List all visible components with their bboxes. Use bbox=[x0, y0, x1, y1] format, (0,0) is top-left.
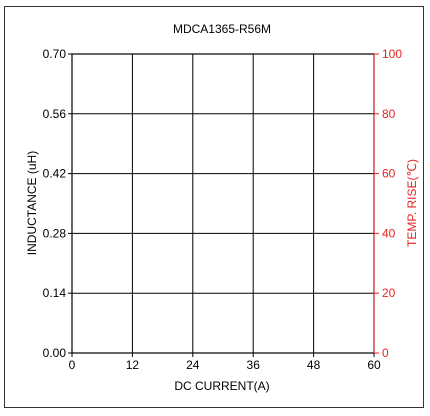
y2-tick-label: 40 bbox=[382, 226, 396, 240]
y-tick-label: 0.70 bbox=[43, 47, 67, 61]
y-tick-label: 0.00 bbox=[43, 346, 67, 360]
y-axis-label: INDUCTANCE (uH) bbox=[25, 151, 39, 255]
plot-area bbox=[71, 53, 375, 354]
y2-tick-label: 60 bbox=[382, 167, 396, 181]
x-tick-label: 24 bbox=[186, 358, 200, 372]
y2-tick-label: 0 bbox=[382, 346, 389, 360]
x-axis-label: DC CURRENT(A) bbox=[174, 379, 269, 393]
y2-tick-label: 100 bbox=[382, 47, 402, 61]
chart-title: MDCA1365-R56M bbox=[173, 22, 271, 36]
y-tick-label: 0.42 bbox=[43, 167, 67, 181]
x-tick-label: 12 bbox=[126, 358, 140, 372]
y-tick-label: 0.28 bbox=[43, 226, 67, 240]
y-tick-label: 0.56 bbox=[43, 107, 67, 121]
chart-frame bbox=[4, 6, 424, 408]
tick-labels: 0 12 24 36 48 60 0.00 0.14 0.28 0.42 0.56 0.70 0 20 40… bbox=[43, 47, 403, 372]
y2-tick-label: 80 bbox=[382, 107, 396, 121]
y2-axis-label: TEMP. RISE(℃) bbox=[405, 159, 419, 247]
y-tick-label: 0.14 bbox=[43, 286, 67, 300]
x-tick-label: 0 bbox=[69, 358, 76, 372]
x-tick-label: 60 bbox=[367, 358, 381, 372]
y2-tick-label: 20 bbox=[382, 286, 396, 300]
x-tick-label: 36 bbox=[247, 358, 261, 372]
x-tick-label: 48 bbox=[307, 358, 321, 372]
grid bbox=[72, 54, 374, 353]
